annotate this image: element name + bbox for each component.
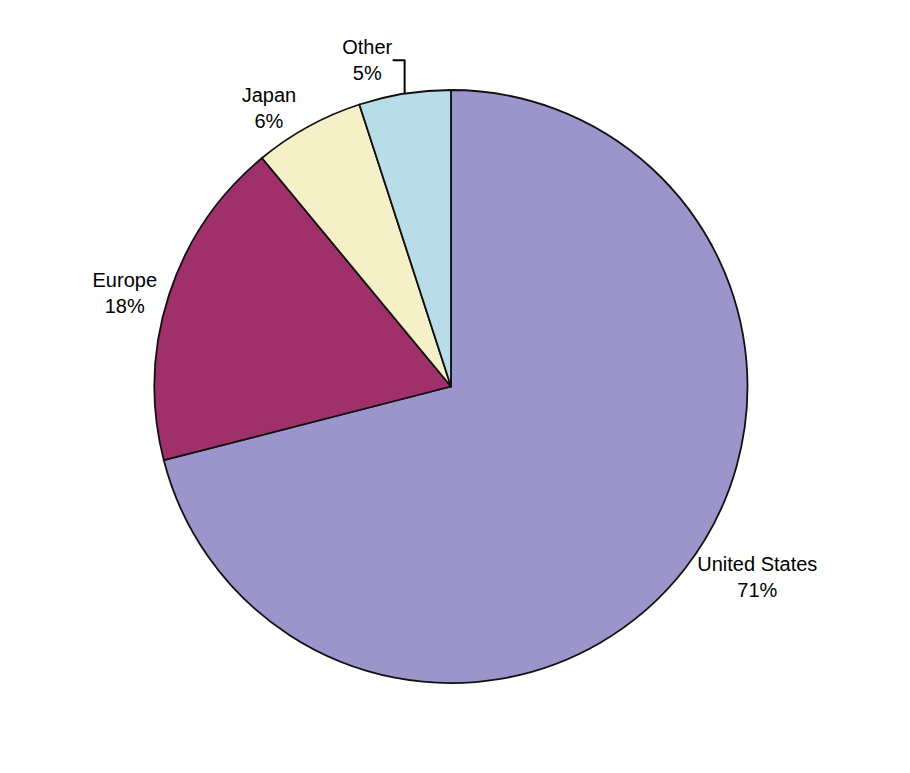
svg-text:Japan6%: Japan6% (242, 84, 297, 132)
svg-text:Europe18%: Europe18% (93, 269, 158, 317)
svg-text:United States71%: United States71% (697, 553, 817, 601)
svg-text:Other5%: Other5% (342, 36, 392, 84)
